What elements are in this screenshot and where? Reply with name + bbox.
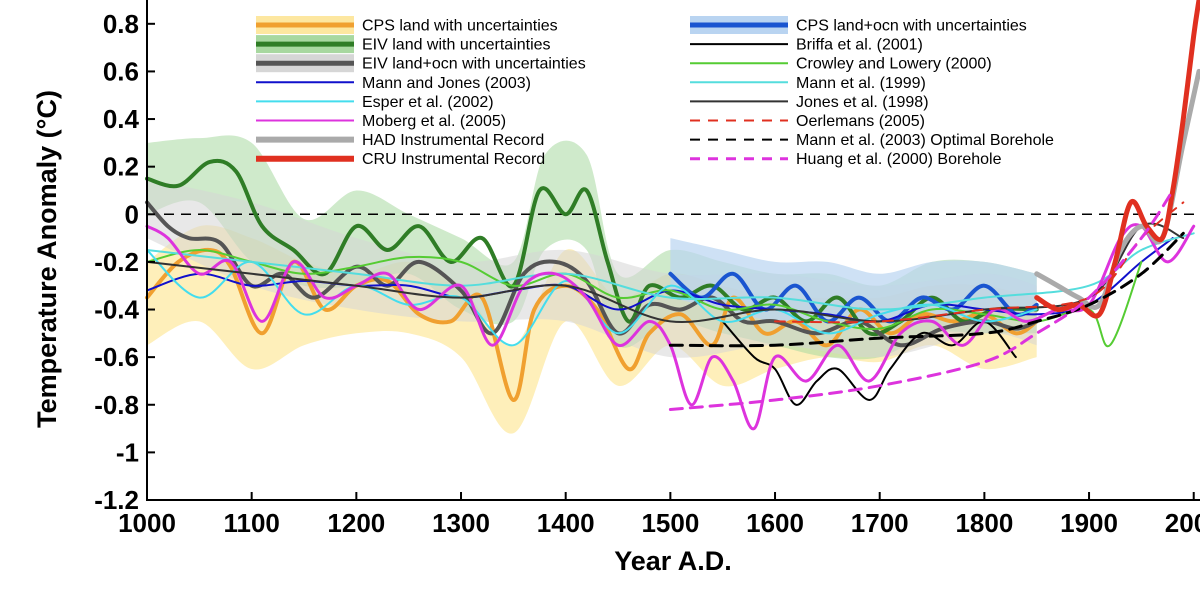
legend-entry-crowley-and-lowery-2000: Crowley and Lowery (2000)	[690, 56, 992, 73]
legend-entry-jones-et-al-1998: Jones et al. (1998)	[690, 94, 929, 111]
y-tick-label: 0.4	[103, 104, 140, 134]
legend-label: Esper et al. (2002)	[362, 94, 494, 111]
series-cps-land-ocn-with-uncertainties	[668, 271, 1039, 324]
legend-label: Jones et al. (1998)	[796, 94, 929, 111]
legend-entry-huang-et-al-2000-borehole: Huang et al. (2000) Borehole	[690, 151, 1002, 168]
series-huang-et-al-2000-borehole	[668, 189, 1175, 411]
x-axis-label: Year A.D.	[614, 546, 732, 576]
legend-entry-cps-land-with-uncertainties: CPS land with uncertainties	[256, 16, 558, 35]
legend-label: CPS land+ocn with uncertainties	[796, 18, 1027, 35]
legend-entry-mann-et-al-2003-optimal-borehole: Mann et al. (2003) Optimal Borehole	[690, 132, 1054, 149]
plot-frame	[146, 0, 1200, 501]
x-tick-label: 1600	[746, 508, 804, 538]
legend-entry-mann-et-al-1999: Mann et al. (1999)	[690, 75, 926, 92]
legend-entry-moberg-et-al-2005: Moberg et al. (2005)	[256, 113, 506, 130]
x-tick-label: 1000	[118, 508, 176, 538]
legend-label: EIV land+ocn with uncertainties	[362, 56, 586, 73]
legend-label: Briffa et al. (2001)	[796, 37, 923, 54]
legend-label: EIV land with uncertainties	[362, 37, 551, 54]
legend-label: CRU Instrumental Record	[362, 151, 545, 168]
y-tick-label: -0.2	[94, 247, 139, 277]
y-tick-label: -0.6	[94, 342, 139, 372]
y-tick-label: -0.4	[94, 295, 139, 325]
legend-entry-oerlemans-2005: Oerlemans (2005)	[690, 113, 925, 130]
legend-label: Oerlemans (2005)	[796, 113, 925, 130]
data-series	[145, 0, 1200, 431]
y-tick-label: -1	[116, 437, 139, 467]
x-tick-label: 1300	[432, 508, 490, 538]
y-tick-label: 0	[125, 199, 139, 229]
x-tick-label: 1200	[327, 508, 385, 538]
series-moberg-et-al-2005	[145, 223, 1196, 431]
legend-entry-eiv-land-with-uncertainties: EIV land with uncertainties	[256, 35, 551, 54]
series-mann-et-al-2003-optimal-borehole	[668, 231, 1185, 348]
legend-entry-mann-and-jones-2003: Mann and Jones (2003)	[256, 75, 531, 92]
y-tick-label: -0.8	[94, 390, 139, 420]
legend-label: Crowley and Lowery (2000)	[796, 56, 992, 73]
series-eiv-land-ocn-with-uncertainties	[145, 200, 1039, 348]
y-tick-label: -1.2	[94, 485, 139, 515]
legend-label: Mann and Jones (2003)	[362, 75, 531, 92]
series-eiv-land-with-uncertainties	[145, 158, 1039, 337]
legend: CPS land with uncertainties EIV land with…	[256, 16, 1054, 168]
legend-label: CPS land with uncertainties	[362, 18, 558, 35]
y-axis-label: Temperature Anomaly (°C)	[32, 90, 62, 428]
y-axis-ticks: 0.8 0.6 0.4 0.2 0 -0.2 -0.4 -0.6 -0.8 -1 -1.2	[94, 9, 155, 515]
series-cru-instrumental-record	[1034, 0, 1200, 319]
legend-label: Moberg et al. (2005)	[362, 113, 506, 130]
x-tick-label: 1500	[641, 508, 699, 538]
legend-entry-cru-instrumental-record: CRU Instrumental Record	[256, 151, 545, 168]
x-tick-label: 1900	[1060, 508, 1118, 538]
legend-label: HAD Instrumental Record	[362, 132, 544, 149]
legend-entry-briffa-et-al-2001: Briffa et al. (2001)	[690, 37, 923, 54]
x-tick-label: 1400	[537, 508, 595, 538]
legend-entry-eiv-land-ocn-with-uncertainties: EIV land+ocn with uncertainties	[256, 54, 586, 73]
x-tick-label: 1100	[223, 508, 279, 538]
x-tick-label: 1800	[955, 508, 1013, 538]
legend-entry-esper-et-al-2002: Esper et al. (2002)	[256, 94, 494, 111]
y-tick-label: 0.2	[103, 152, 139, 182]
legend-entry-had-instrumental-record: HAD Instrumental Record	[256, 132, 544, 149]
x-tick-label: 1700	[851, 508, 909, 538]
series-mann-et-al-1999	[146, 232, 1195, 311]
legend-label: Huang et al. (2000) Borehole	[796, 151, 1002, 168]
legend-entry-cps-land-ocn-with-uncertainties: CPS land+ocn with uncertainties	[690, 16, 1027, 35]
legend-label: Mann et al. (2003) Optimal Borehole	[796, 132, 1054, 149]
y-tick-label: 0.6	[103, 56, 139, 86]
y-tick-label: 0.8	[103, 9, 139, 39]
x-tick-label: 2000	[1165, 508, 1200, 538]
x-axis-ticks: 1000 1100 1200 1300 1400 1500 1600 1700 1800 1900…	[118, 492, 1200, 538]
legend-label: Mann et al. (1999)	[796, 75, 926, 92]
